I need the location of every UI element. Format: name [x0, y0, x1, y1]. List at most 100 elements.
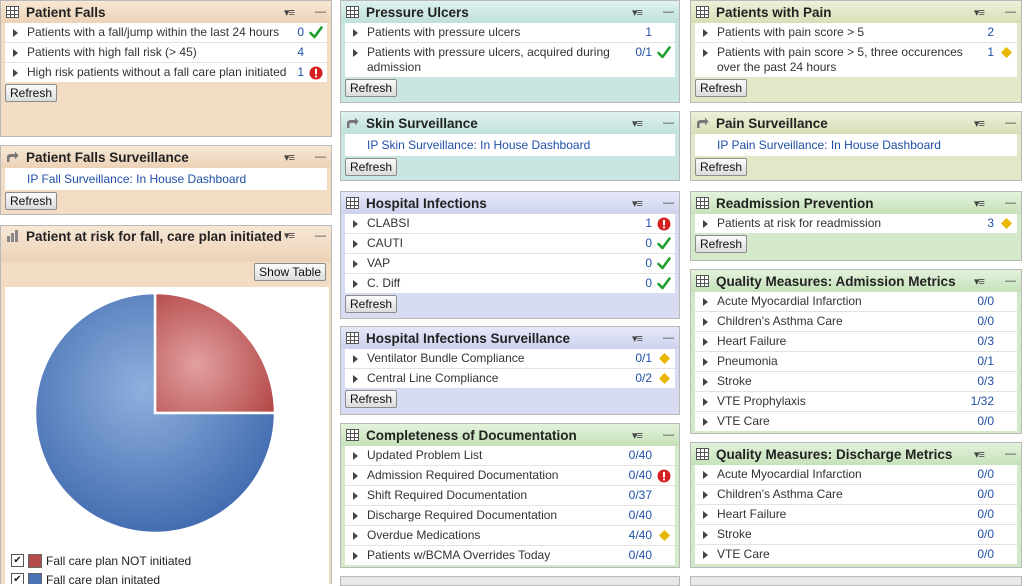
panel-menu-icon[interactable]: ▾≡: [632, 6, 643, 19]
metric-value[interactable]: 0/40: [628, 508, 652, 522]
metric-value[interactable]: 0/0: [977, 507, 994, 521]
expand-arrow-icon[interactable]: [703, 29, 708, 37]
metric-value[interactable]: 0: [645, 256, 652, 270]
expand-arrow-icon[interactable]: [13, 69, 18, 77]
list-item[interactable]: Overdue Medications 4/40: [345, 526, 675, 546]
metric-value[interactable]: 0/40: [628, 548, 652, 562]
expand-arrow-icon[interactable]: [703, 220, 708, 228]
metric-value[interactable]: 0/40: [628, 448, 652, 462]
expand-arrow-icon[interactable]: [703, 418, 708, 426]
expand-arrow-icon[interactable]: [703, 49, 708, 57]
expand-arrow-icon[interactable]: [353, 492, 358, 500]
list-item[interactable]: Patients with pain score > 5, three occu…: [695, 43, 1017, 77]
expand-arrow-icon[interactable]: [13, 29, 18, 37]
metric-value[interactable]: 0: [645, 236, 652, 250]
metric-value[interactable]: 0/3: [977, 334, 994, 348]
list-item[interactable]: Stroke 0/3: [695, 372, 1017, 392]
expand-arrow-icon[interactable]: [353, 452, 358, 460]
panel-menu-icon[interactable]: ▾≡: [974, 448, 985, 461]
legend-item[interactable]: ✔ Fall care plan NOT initiated: [11, 551, 191, 570]
metric-value[interactable]: 3: [987, 216, 994, 230]
expand-arrow-icon[interactable]: [703, 531, 708, 539]
metric-value[interactable]: 1: [987, 45, 994, 59]
list-item[interactable]: Stroke 0/0: [695, 525, 1017, 545]
minimize-icon[interactable]: —: [1005, 197, 1016, 209]
metric-value[interactable]: 0/37: [628, 488, 652, 502]
metric-value[interactable]: 0: [645, 276, 652, 290]
expand-arrow-icon[interactable]: [703, 491, 708, 499]
minimize-icon[interactable]: —: [315, 229, 326, 242]
minimize-icon[interactable]: —: [663, 332, 674, 344]
legend-checkbox[interactable]: ✔: [11, 554, 24, 567]
list-item[interactable]: Ventilator Bundle Compliance 0/1: [345, 349, 675, 369]
metric-value[interactable]: 0/1: [977, 354, 994, 368]
metric-value[interactable]: 0: [297, 25, 304, 39]
metric-value[interactable]: 0/40: [628, 468, 652, 482]
expand-arrow-icon[interactable]: [703, 398, 708, 406]
legend-checkbox[interactable]: ✔: [11, 573, 24, 584]
metric-value[interactable]: 0/0: [977, 314, 994, 328]
list-item[interactable]: Acute Myocardial Infarction 0/0: [695, 292, 1017, 312]
pie-slice-initiated[interactable]: [33, 291, 277, 535]
refresh-button[interactable]: Refresh: [695, 79, 748, 97]
metric-value[interactable]: 0/0: [977, 294, 994, 308]
minimize-icon[interactable]: —: [663, 6, 674, 18]
expand-arrow-icon[interactable]: [703, 378, 708, 386]
minimize-icon[interactable]: —: [663, 117, 674, 129]
list-item[interactable]: Heart Failure 0/0: [695, 505, 1017, 525]
metric-value[interactable]: 0/3: [977, 374, 994, 388]
metric-value[interactable]: 0/0: [977, 487, 994, 501]
list-item[interactable]: VTE Care 0/0: [695, 545, 1017, 564]
expand-arrow-icon[interactable]: [353, 29, 358, 37]
list-item[interactable]: Patients with pressure ulcers, acquired …: [345, 43, 675, 77]
panel-menu-icon[interactable]: ▾≡: [284, 6, 295, 19]
list-item[interactable]: C. Diff 0: [345, 274, 675, 293]
list-item[interactable]: CLABSI 1: [345, 214, 675, 234]
refresh-button[interactable]: Refresh: [345, 295, 398, 313]
expand-arrow-icon[interactable]: [703, 318, 708, 326]
list-item[interactable]: Children's Asthma Care 0/0: [695, 312, 1017, 332]
list-item[interactable]: Pneumonia 0/1: [695, 352, 1017, 372]
show-table-button[interactable]: Show Table: [254, 263, 326, 281]
list-item[interactable]: Updated Problem List 0/40: [345, 446, 675, 466]
metric-value[interactable]: 4: [297, 45, 304, 59]
panel-menu-icon[interactable]: ▾≡: [284, 230, 295, 242]
minimize-icon[interactable]: —: [1005, 117, 1016, 129]
panel-menu-icon[interactable]: ▾≡: [284, 151, 295, 164]
list-item[interactable]: High risk patients without a fall care p…: [5, 63, 327, 82]
refresh-button[interactable]: Refresh: [5, 84, 58, 102]
list-item[interactable]: Patients with high fall risk (> 45) 4: [5, 43, 327, 63]
list-item[interactable]: Acute Myocardial Infarction 0/0: [695, 465, 1017, 485]
list-item[interactable]: Patients w/BCMA Overrides Today 0/40: [345, 546, 675, 565]
refresh-button[interactable]: Refresh: [345, 158, 398, 176]
refresh-button[interactable]: Refresh: [345, 79, 398, 97]
minimize-icon[interactable]: —: [315, 6, 326, 18]
list-item[interactable]: Heart Failure 0/3: [695, 332, 1017, 352]
minimize-icon[interactable]: —: [1005, 448, 1016, 460]
list-item[interactable]: Patients with a fall/jump within the las…: [5, 23, 327, 43]
surveillance-link[interactable]: IP Fall Surveillance: In House Dashboard: [27, 172, 247, 186]
list-item[interactable]: Central Line Compliance 0/2: [345, 369, 675, 388]
expand-arrow-icon[interactable]: [353, 220, 358, 228]
expand-arrow-icon[interactable]: [703, 551, 708, 559]
expand-arrow-icon[interactable]: [353, 512, 358, 520]
minimize-icon[interactable]: —: [1005, 275, 1016, 287]
list-item[interactable]: VTE Care 0/0: [695, 412, 1017, 431]
metric-value[interactable]: 4/40: [628, 528, 652, 542]
expand-arrow-icon[interactable]: [353, 260, 358, 268]
minimize-icon[interactable]: —: [663, 429, 674, 441]
panel-menu-icon[interactable]: ▾≡: [974, 275, 985, 288]
list-item[interactable]: CAUTI 0: [345, 234, 675, 254]
metric-value[interactable]: 0/0: [977, 414, 994, 428]
expand-arrow-icon[interactable]: [353, 240, 358, 248]
panel-menu-icon[interactable]: ▾≡: [974, 197, 985, 210]
refresh-button[interactable]: Refresh: [695, 235, 748, 253]
expand-arrow-icon[interactable]: [353, 49, 358, 57]
list-item[interactable]: Shift Required Documentation 0/37: [345, 486, 675, 506]
metric-value[interactable]: 1: [645, 25, 652, 39]
panel-menu-icon[interactable]: ▾≡: [632, 197, 643, 210]
list-item[interactable]: Patients at risk for readmission 3: [695, 214, 1017, 233]
surveillance-link[interactable]: IP Skin Surveillance: In House Dashboard: [367, 138, 591, 152]
metric-value[interactable]: 1/32: [970, 394, 994, 408]
panel-menu-icon[interactable]: ▾≡: [632, 117, 643, 130]
